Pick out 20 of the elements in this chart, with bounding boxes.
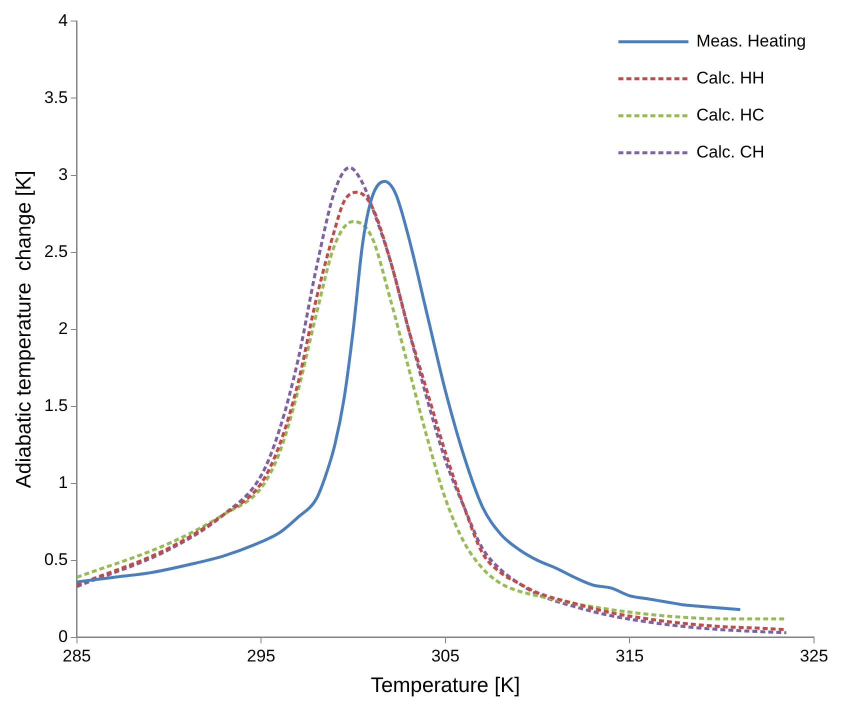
y-tick-label: 0 [58, 627, 68, 646]
x-tick-label: 305 [431, 646, 460, 666]
y-tick-label: 2.5 [44, 242, 68, 261]
y-axis-title: Adiabatic temperature change [K] [12, 170, 36, 488]
x-tick-label: 295 [246, 646, 276, 666]
x-tick-label: 325 [800, 646, 828, 666]
legend-label: Calc. CH [696, 142, 764, 162]
legend-label: Calc. HH [696, 68, 764, 88]
x-axis-title: Temperature [K] [370, 674, 520, 698]
y-tick-label: 2 [58, 318, 68, 338]
y-tick-label: 1 [58, 473, 68, 492]
y-tick-label: 3 [58, 164, 68, 184]
legend-label: Meas. Heating [696, 31, 806, 50]
y-tick-label: 1.5 [44, 396, 68, 416]
x-tick-label: 285 [62, 646, 92, 666]
y-tick-label: 0.5 [44, 550, 68, 570]
x-tick-label: 315 [616, 646, 644, 666]
legend-label: Calc. HC [696, 105, 764, 124]
y-tick-label: 3.5 [44, 88, 68, 107]
y-tick-label: 4 [58, 10, 68, 30]
